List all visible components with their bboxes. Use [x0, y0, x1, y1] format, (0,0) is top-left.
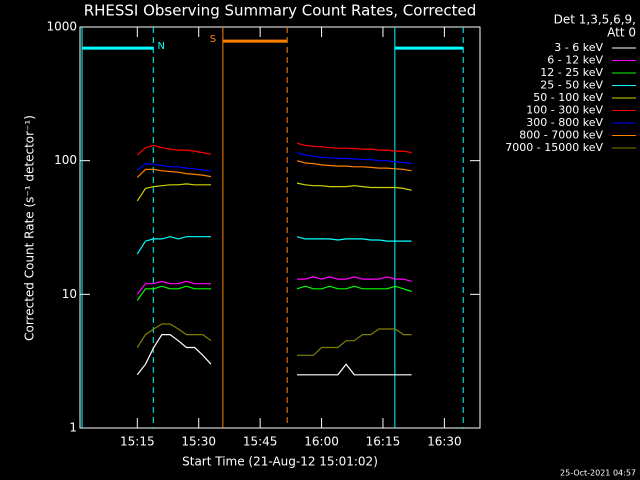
- x-tick-label: 16:00: [304, 435, 339, 449]
- chart-title: RHESSI Observing Summary Count Rates, Co…: [84, 2, 477, 20]
- x-tick-label: 16:30: [427, 435, 462, 449]
- x-tick-label: 15:30: [181, 435, 216, 449]
- series-line: [136, 323, 412, 356]
- series-line: [136, 285, 412, 301]
- saa-label: S: [210, 34, 216, 45]
- x-axis-label: Start Time (21-Aug-12 15:01:02): [182, 455, 378, 469]
- series-line: [136, 160, 412, 178]
- series-line: [136, 236, 412, 255]
- y-tick-label: 1000: [46, 20, 77, 34]
- legend-label: 3 - 6 keV: [554, 41, 603, 54]
- series-line: [136, 182, 412, 202]
- night-label: N: [158, 41, 165, 52]
- footer: 25-Oct-2021 04:57: [560, 469, 636, 478]
- legend-label: 300 - 800 keV: [526, 116, 603, 129]
- series-line: [136, 334, 412, 376]
- legend-label: 7000 - 15000 keV: [505, 141, 603, 154]
- y-axis-label: Corrected Count Rate (s⁻¹ detector⁻¹): [23, 115, 37, 341]
- legend-label: 50 - 100 keV: [533, 91, 603, 104]
- plot-frame: [79, 26, 481, 429]
- x-tick-label: 16:15: [366, 435, 401, 449]
- series-line: [136, 276, 412, 295]
- legend-title: Att 0: [607, 26, 636, 40]
- x-tick-label: 15:15: [120, 435, 155, 449]
- legend-label: 12 - 25 keV: [540, 66, 603, 79]
- x-tick-label: 15:45: [243, 435, 278, 449]
- series-line: [136, 142, 412, 156]
- y-tick-label: 100: [54, 153, 77, 167]
- y-tick-label: 10: [62, 287, 77, 301]
- legend-title: Det 1,3,5,6,9,: [554, 13, 636, 27]
- legend-label: 25 - 50 keV: [540, 79, 603, 92]
- series-line: [136, 152, 412, 172]
- legend-label: 800 - 7000 keV: [519, 129, 603, 142]
- legend-label: 100 - 300 keV: [526, 104, 603, 117]
- y-tick-label: 1: [69, 421, 77, 435]
- legend-label: 6 - 12 keV: [547, 54, 603, 67]
